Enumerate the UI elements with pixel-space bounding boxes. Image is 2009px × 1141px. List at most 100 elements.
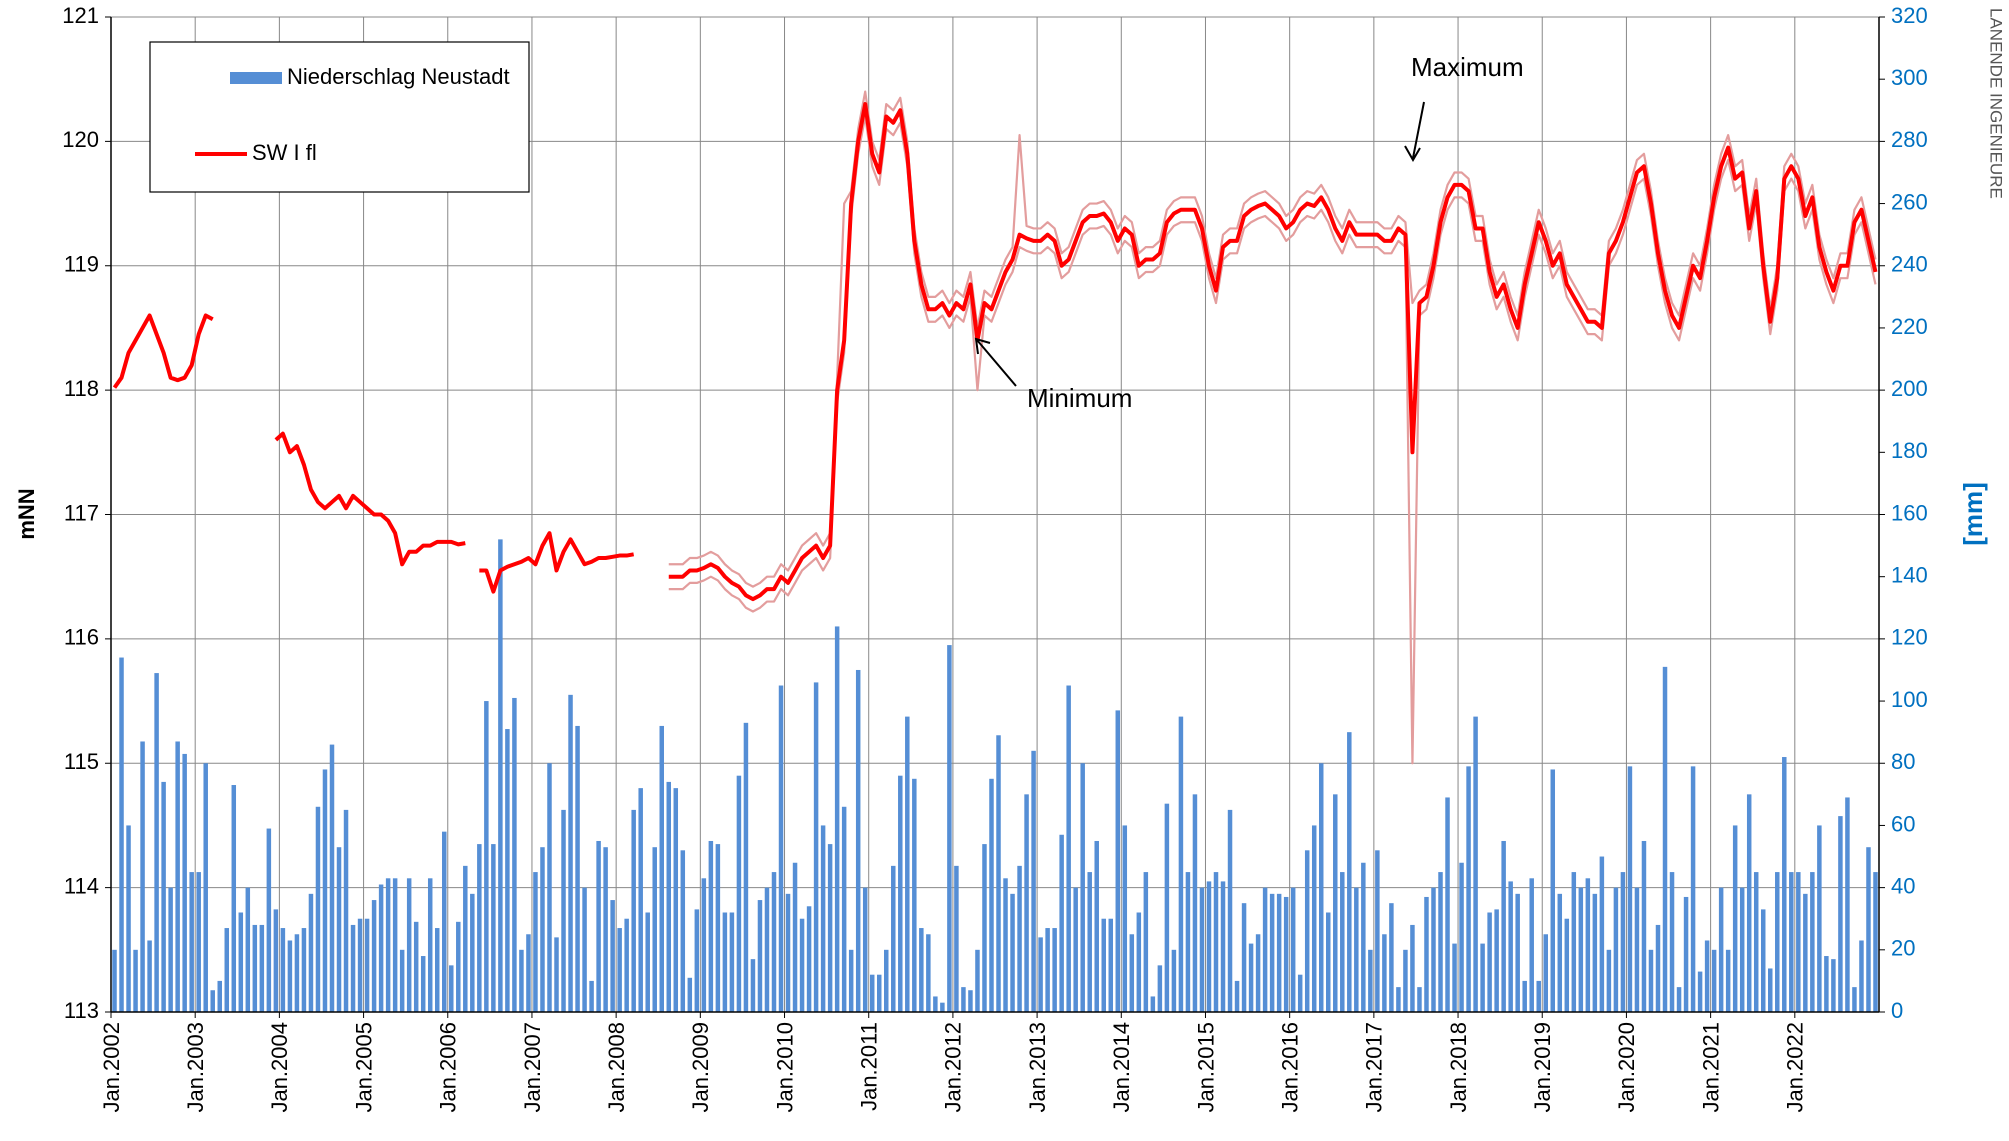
bar	[505, 729, 510, 1012]
bar	[1704, 940, 1710, 1012]
bar	[182, 753, 187, 1012]
bar	[210, 990, 215, 1012]
bar	[364, 918, 370, 1012]
bar	[189, 872, 194, 1012]
bar	[743, 722, 749, 1012]
bar	[1718, 887, 1724, 1012]
bar	[1045, 928, 1050, 1012]
bar	[1697, 971, 1703, 1012]
x-tick-label: Jan.2012	[941, 1022, 966, 1113]
bar	[933, 996, 938, 1012]
bar	[203, 763, 208, 1012]
bar	[1564, 918, 1570, 1012]
bar	[498, 539, 503, 1012]
line	[668, 90, 1877, 588]
bar	[975, 949, 980, 1012]
bar	[940, 1002, 945, 1012]
x-tick-label: Jan.2006	[436, 1022, 461, 1113]
x-tick-label: Jan.2020	[1614, 1022, 1639, 1113]
bar	[989, 778, 994, 1012]
bar	[1634, 887, 1640, 1012]
y2-tick-label: 240	[1891, 252, 1928, 277]
bar	[919, 928, 924, 1012]
bar	[834, 626, 840, 1012]
bar	[168, 887, 173, 1012]
bar	[1108, 918, 1114, 1012]
bar	[1199, 887, 1205, 1012]
bar	[161, 781, 166, 1012]
bar	[1171, 949, 1177, 1012]
bar	[413, 921, 419, 1012]
legend-box	[149, 41, 530, 193]
bar	[722, 912, 728, 1012]
x-tick-label: Jan.2019	[1530, 1022, 1555, 1113]
bar	[1746, 794, 1752, 1012]
bar	[715, 844, 721, 1012]
y-tick-label: 116	[64, 625, 99, 650]
annotation: Minimum	[1027, 383, 1132, 413]
bar	[1824, 956, 1829, 1012]
bar	[624, 918, 629, 1012]
bar	[140, 741, 145, 1012]
bar	[1536, 980, 1541, 1012]
bar	[792, 862, 798, 1012]
bar	[898, 775, 903, 1012]
y-tick-label: 117	[64, 500, 99, 525]
bar	[1318, 763, 1324, 1012]
bar	[112, 949, 117, 1012]
bar	[1326, 912, 1331, 1012]
y2-tick-label: 120	[1891, 625, 1928, 650]
y-axis-title: mNN	[14, 488, 39, 539]
bar	[1375, 850, 1380, 1012]
bar	[343, 809, 349, 1012]
bar	[1283, 896, 1289, 1012]
bar	[1354, 887, 1359, 1012]
bar	[350, 924, 356, 1012]
bar	[224, 928, 230, 1012]
bar	[1438, 872, 1443, 1012]
line	[112, 102, 1878, 602]
bar	[449, 965, 454, 1012]
bar	[1115, 710, 1121, 1012]
bar	[1368, 949, 1373, 1012]
bar	[406, 878, 412, 1012]
bar	[1599, 856, 1605, 1012]
x-tick-label: Jan.2008	[604, 1022, 629, 1113]
bar	[252, 924, 258, 1012]
bar	[982, 844, 987, 1012]
bar	[659, 725, 664, 1012]
bar	[1424, 896, 1429, 1012]
y2-tick-label: 140	[1891, 563, 1928, 588]
bar	[884, 949, 889, 1012]
bar	[1052, 928, 1057, 1012]
bar	[491, 844, 496, 1012]
bar	[1550, 769, 1556, 1012]
bar	[1276, 893, 1282, 1012]
bar	[961, 987, 966, 1012]
bar	[876, 974, 882, 1012]
bar	[196, 872, 201, 1012]
bar	[1873, 872, 1878, 1012]
bar	[694, 909, 700, 1012]
bar	[568, 694, 573, 1012]
y2-tick-label: 220	[1891, 314, 1928, 339]
bar	[757, 900, 763, 1012]
bar	[434, 928, 440, 1012]
bar	[1803, 893, 1808, 1012]
y2-tick-label: 180	[1891, 438, 1928, 463]
x-tick-label: Jan.2007	[520, 1022, 545, 1113]
bar	[1466, 766, 1471, 1012]
y-tick-label: 115	[64, 749, 99, 774]
y2-tick-label: 80	[1891, 749, 1915, 774]
bar	[1571, 872, 1577, 1012]
bar	[1017, 865, 1022, 1012]
bar	[287, 940, 293, 1012]
bar	[926, 934, 931, 1012]
x-tick-label: Jan.2013	[1025, 1022, 1050, 1113]
bar	[1487, 912, 1492, 1012]
bar	[1473, 716, 1478, 1012]
bar	[778, 685, 784, 1012]
bar	[1122, 825, 1128, 1012]
bar	[1220, 881, 1226, 1012]
bar	[673, 788, 679, 1012]
